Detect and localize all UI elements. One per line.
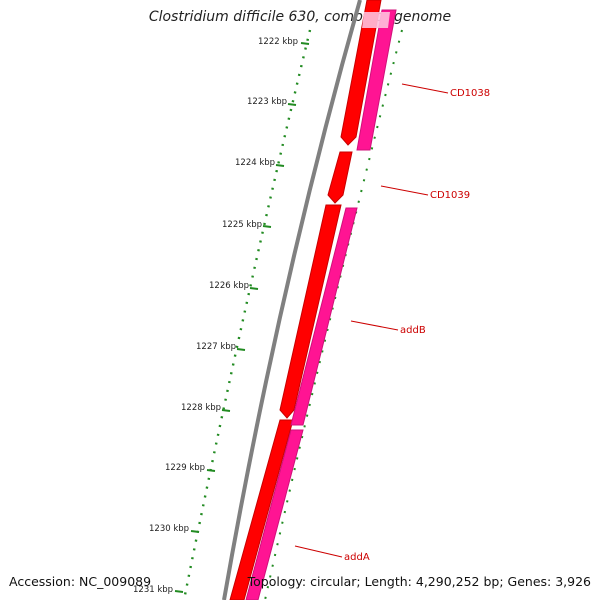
cds-features bbox=[229, 0, 382, 600]
accession-text: Accession: NC_009089 bbox=[9, 574, 152, 589]
kbp-label: 1225 kbp bbox=[222, 220, 262, 230]
kbp-label: 1227 kbp bbox=[196, 342, 236, 352]
cds-feature-cd1038 bbox=[340, 0, 382, 146]
kbp-label: 1231 kbp bbox=[133, 585, 173, 595]
genome-backbone bbox=[222, 0, 362, 600]
gene-label-lines bbox=[294, 83, 449, 558]
gene-features bbox=[245, 9, 397, 600]
cds-feature-addb bbox=[279, 204, 342, 419]
gene-feature-adda bbox=[245, 429, 304, 600]
gene-highlight bbox=[362, 12, 390, 28]
gene-label-adda: addA bbox=[344, 552, 370, 563]
kbp-labels: 1222 kbp 1223 kbp 1224 kbp 1225 kbp 1226… bbox=[133, 37, 298, 595]
cds-feature-adda bbox=[229, 419, 294, 600]
kbp-label: 1223 kbp bbox=[247, 97, 287, 107]
genome-summary: Topology: circular; Length: 4,290,252 bp… bbox=[247, 574, 591, 589]
ruler-arc bbox=[182, 29, 312, 600]
gene-label-addb: addB bbox=[400, 325, 426, 336]
cds-feature-cd1039 bbox=[327, 151, 353, 204]
kbp-label: 1224 kbp bbox=[235, 158, 275, 168]
gene-feature-addb bbox=[290, 207, 358, 426]
kbp-label: 1226 kbp bbox=[209, 281, 249, 291]
kbp-label: 1222 kbp bbox=[258, 37, 298, 47]
gene-feature-cd1038 bbox=[356, 9, 397, 151]
kbp-label: 1229 kbp bbox=[165, 463, 205, 473]
gene-label-cd1038: CD1038 bbox=[450, 88, 490, 99]
kbp-label: 1228 kbp bbox=[181, 403, 221, 413]
kbp-major-ticks bbox=[174, 42, 310, 593]
kbp-label: 1230 kbp bbox=[149, 524, 189, 534]
gene-labels: CD1038 CD1039 addB addA bbox=[344, 88, 490, 563]
gene-label-cd1039: CD1039 bbox=[430, 190, 470, 201]
outer-tick-arc bbox=[264, 29, 403, 600]
